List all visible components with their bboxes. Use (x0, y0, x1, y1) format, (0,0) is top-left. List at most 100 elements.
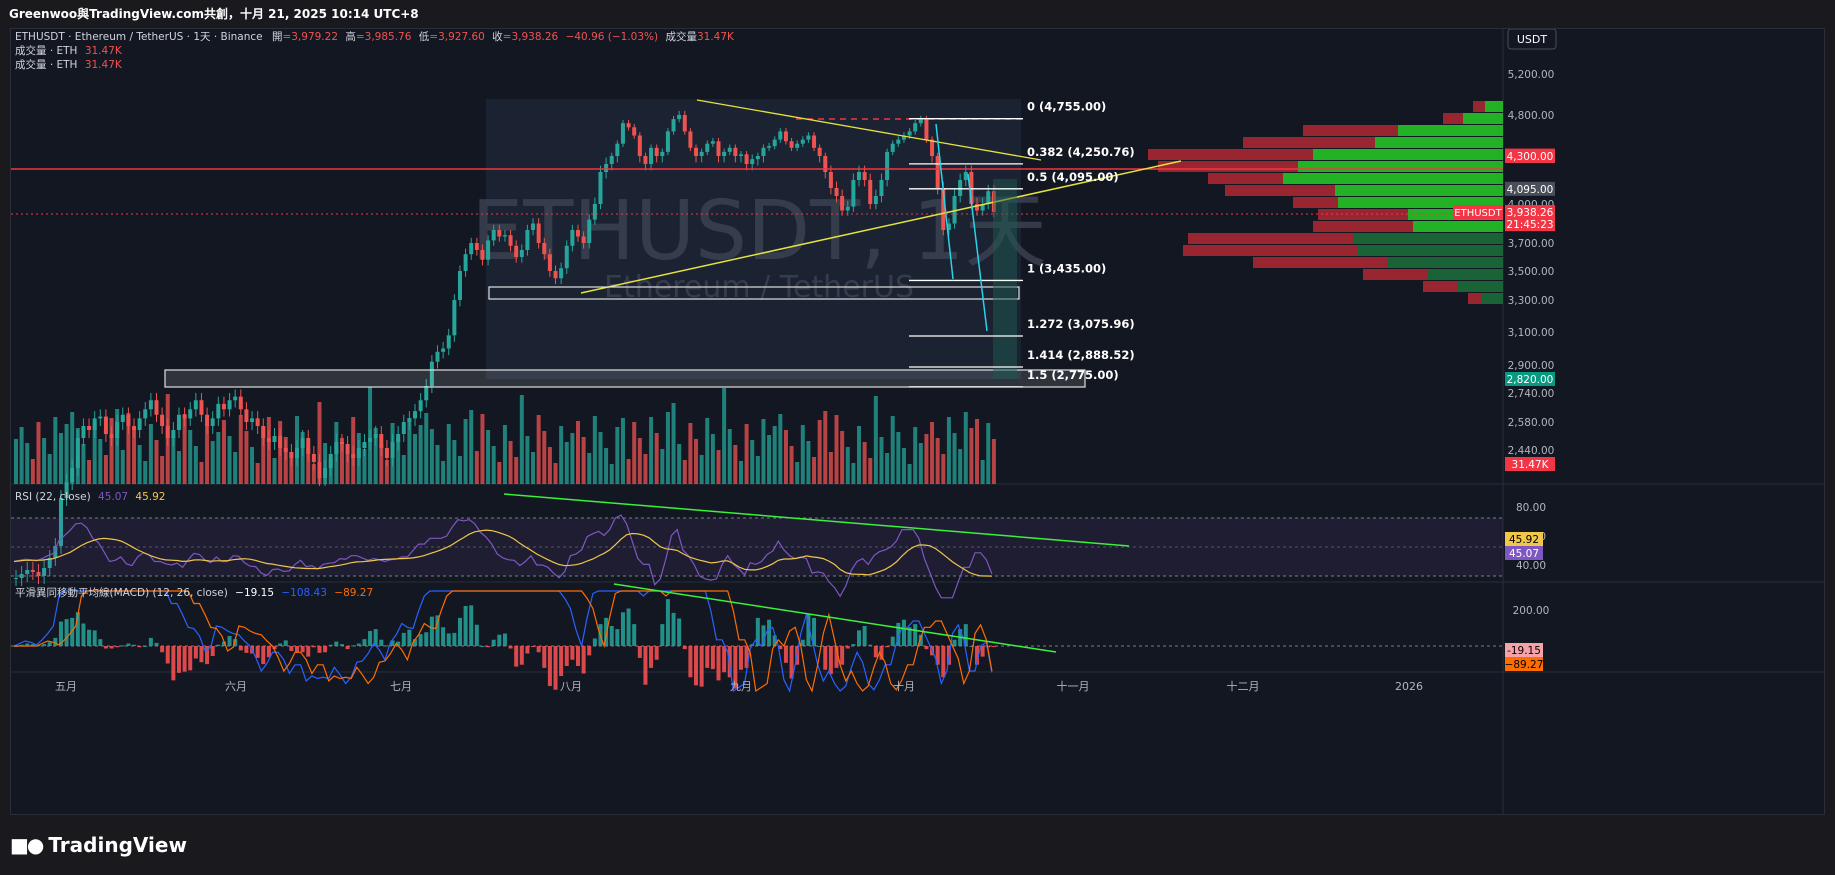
volume-bar (339, 438, 344, 484)
candle-body (373, 434, 378, 438)
candle-body (587, 219, 592, 243)
macd-hist-bar (469, 605, 474, 646)
volume-bar (143, 461, 148, 484)
candle-body (873, 196, 878, 204)
volume-bar (654, 433, 659, 484)
symbol-tag: ETHUSDT (1453, 205, 1503, 220)
candle-body (396, 434, 401, 442)
volume-legend-1: 成交量 · ETH 31.47K (15, 44, 123, 57)
macd-hist-bar (98, 639, 103, 646)
volume-legend-2-label: 成交量 · ETH (15, 58, 77, 71)
support-zone-2780[interactable] (164, 369, 1086, 388)
candle-body (171, 430, 176, 438)
lower-trendline[interactable] (580, 160, 1182, 294)
volume-bar (30, 459, 35, 484)
candle-body (783, 131, 788, 142)
macd-hist-bar (233, 639, 238, 646)
candle-body (250, 418, 255, 422)
chart-frame[interactable]: ETHUSDT, 1天 Ethereum / TetherUS 0 (4,755… (10, 28, 1825, 815)
volume-profile-sell (1148, 149, 1313, 160)
macd-hist-bar (356, 643, 361, 646)
upper-trendline[interactable] (696, 99, 1042, 161)
volume-bar (429, 429, 434, 484)
macd-hist-bar (497, 634, 502, 646)
projection-path-1 (935, 123, 954, 280)
time-axis[interactable]: 五月 六月 七月 八月 九月 十月 十一月 十二月 2026 (55, 679, 1423, 693)
volume-bar (238, 415, 243, 484)
candle-body (182, 414, 187, 419)
fib-label: 0 (4,755.00) (1027, 100, 1106, 114)
price-badge: 4,300.00 (1505, 149, 1555, 163)
macd-hist-bar (457, 617, 462, 646)
volume-bar (772, 426, 777, 484)
macd-value-a: −19.15 (235, 587, 274, 599)
candle-body (19, 574, 24, 578)
macd-hist-bar (351, 645, 356, 647)
volume-bar (924, 434, 929, 484)
fib-label: 0.382 (4,250.76) (1027, 145, 1135, 159)
volume-bar (963, 412, 968, 484)
volume-bar (216, 432, 221, 484)
volume-bar (407, 418, 412, 484)
volume-bar (789, 446, 794, 484)
volume-profile-sell (1468, 293, 1481, 304)
high-label: 高 (345, 30, 356, 43)
currency-badge[interactable]: USDT (1517, 33, 1548, 46)
macd-hist-bar (261, 646, 266, 665)
chart-canvas[interactable]: ETHUSDT, 1天 Ethereum / TetherUS 0 (4,755… (11, 29, 1824, 814)
fib-levels[interactable]: 0 (4,755.00) 0.382 (4,250.76) 0.5 (4,095.0… (909, 100, 1135, 388)
candle-body (592, 204, 597, 220)
volume-bar (901, 448, 906, 484)
volume-bar (930, 422, 935, 484)
volume-bar (913, 427, 918, 484)
candle-body (570, 230, 575, 246)
macd-divergence-line[interactable] (613, 583, 1057, 653)
macd-hist-bar (42, 644, 47, 646)
volume-bar (862, 442, 867, 484)
candle-body (14, 578, 18, 579)
volume-profile (1148, 101, 1503, 304)
macd-hist-bar (823, 646, 828, 670)
volume-bar (115, 409, 120, 484)
volume-profile-buy (1335, 185, 1503, 196)
rsi-badge (1505, 546, 1543, 560)
volume-profile-sell (1443, 113, 1463, 124)
tradingview-logo[interactable]: ■● TradingView (10, 832, 187, 858)
macd-hist-bar (486, 646, 491, 648)
candle-body (632, 127, 637, 136)
rsi-value-a: 45.07 (98, 491, 128, 503)
open-label: 開 (272, 31, 283, 43)
volume-bar (497, 462, 502, 484)
volume-bar (70, 412, 75, 484)
volume-bar (722, 388, 727, 484)
volume-bar (525, 436, 530, 484)
svg-text:ETHUSDT: ETHUSDT (1454, 208, 1502, 219)
close-label: 收 (492, 30, 503, 43)
low-value: =3,927.60 (429, 31, 485, 43)
price-tick: 3,700.00 (1508, 238, 1555, 250)
volume-bar (840, 431, 845, 484)
macd-hist-bar (626, 608, 631, 646)
candle-body (92, 418, 97, 430)
time-label: 五月 (55, 680, 77, 693)
macd-hist-bar (969, 646, 974, 647)
support-zone-3350[interactable] (488, 286, 1020, 300)
candle-body (356, 448, 361, 458)
candle-body (834, 188, 839, 196)
currency-badge-box[interactable] (1507, 29, 1557, 50)
candle-body (311, 454, 316, 462)
candle-body (418, 400, 423, 412)
macd-hist-bar (401, 632, 406, 646)
macd-hist-bar (789, 646, 794, 679)
rsi-divergence-line[interactable] (503, 493, 1130, 547)
volume-bar (845, 447, 850, 484)
macd-hist-bar (87, 629, 92, 646)
candle-body (143, 409, 148, 419)
candle-body (126, 414, 131, 426)
candle-body (744, 154, 749, 164)
volume-profile-sell (1313, 221, 1413, 232)
volume-bar (986, 423, 991, 484)
price-axis[interactable]: 5,200.004,800.004,300.004,000.003,700.00… (1508, 69, 1555, 457)
candle-body (649, 147, 654, 164)
volume-bar (907, 464, 912, 484)
